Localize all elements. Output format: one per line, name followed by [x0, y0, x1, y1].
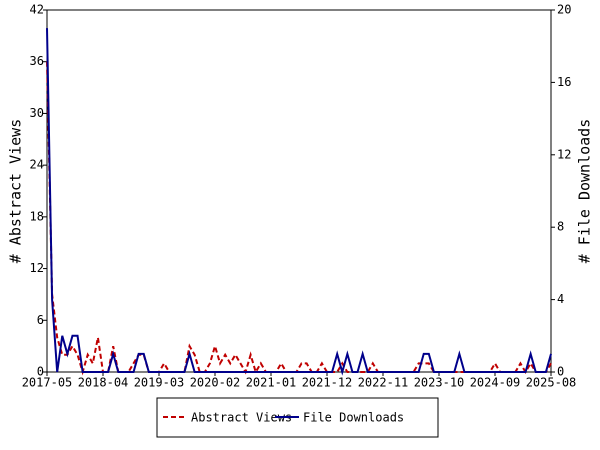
x-tick-label: 2020-02: [190, 376, 241, 390]
legend-label: File Downloads: [303, 411, 404, 425]
y-tick-label: 36: [30, 54, 44, 68]
y2-tick-label: 0: [557, 365, 564, 379]
y-tick-label: 18: [30, 209, 44, 223]
x-tick-label: 2021-01: [246, 376, 297, 390]
y2-tick-label: 20: [557, 3, 571, 17]
y-tick-label: 12: [30, 261, 44, 275]
x-tick-label: 2021-12: [302, 376, 353, 390]
data-line: [46, 28, 552, 376]
y-tick-label: 6: [37, 313, 44, 327]
y-tick-label: 30: [30, 106, 44, 120]
x-tick-label: 2017-05: [22, 376, 73, 390]
y2-tick-label: 16: [557, 75, 571, 89]
data-line: [46, 61, 552, 376]
y2-tick-label: 8: [557, 220, 564, 234]
y-tick-label: 42: [30, 3, 44, 17]
y-tick-label: 0: [37, 365, 44, 379]
legend-label: Abstract Views: [191, 411, 292, 425]
y2-tick-label: 4: [557, 292, 564, 306]
y2-tick-label: 12: [557, 147, 571, 161]
x-tick-label: 2019-03: [134, 376, 185, 390]
x-tick-label: 2018-04: [78, 376, 129, 390]
y-tick-label: 24: [30, 158, 44, 172]
x-tick-label: 2025-08: [526, 376, 577, 390]
y2-axis-label: # File Downloads: [576, 119, 594, 264]
y-axis-label: # Abstract Views: [7, 119, 25, 264]
x-tick-label: 2023-10: [414, 376, 465, 390]
x-tick-label: 2022-11: [358, 376, 409, 390]
x-tick-label: 2024-09: [470, 376, 521, 390]
plot-frame: [46, 9, 552, 373]
